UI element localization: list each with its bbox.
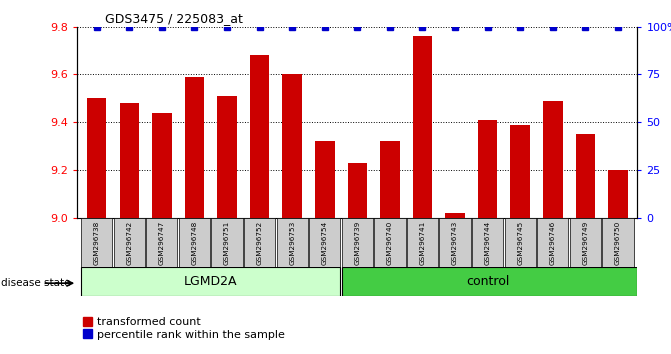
Text: GDS3475 / 225083_at: GDS3475 / 225083_at <box>105 12 243 25</box>
Text: GSM296743: GSM296743 <box>452 220 458 265</box>
Text: GSM296750: GSM296750 <box>615 220 621 265</box>
Text: LGMD2A: LGMD2A <box>184 275 238 288</box>
Text: GSM296742: GSM296742 <box>126 220 132 265</box>
Bar <box>348 163 367 218</box>
FancyBboxPatch shape <box>505 218 536 267</box>
Bar <box>119 103 139 218</box>
Text: GSM296741: GSM296741 <box>419 220 425 265</box>
FancyBboxPatch shape <box>211 218 243 267</box>
Bar <box>152 113 172 218</box>
Text: disease state: disease state <box>1 278 71 288</box>
Bar <box>413 36 432 218</box>
Bar <box>217 96 237 218</box>
FancyBboxPatch shape <box>81 218 112 267</box>
Text: GSM296748: GSM296748 <box>191 220 197 265</box>
FancyBboxPatch shape <box>244 218 275 267</box>
Text: GSM296747: GSM296747 <box>159 220 165 265</box>
Text: GSM296744: GSM296744 <box>484 220 491 265</box>
Text: GSM296746: GSM296746 <box>550 220 556 265</box>
Text: GSM296749: GSM296749 <box>582 220 588 265</box>
Text: GSM296740: GSM296740 <box>387 220 393 265</box>
FancyBboxPatch shape <box>276 218 308 267</box>
Bar <box>282 74 302 218</box>
Bar <box>446 213 465 218</box>
Text: GSM296751: GSM296751 <box>224 220 230 265</box>
Text: GSM296753: GSM296753 <box>289 220 295 265</box>
Text: GSM296745: GSM296745 <box>517 220 523 265</box>
Bar <box>185 77 204 218</box>
FancyBboxPatch shape <box>342 267 637 296</box>
Bar <box>478 120 497 218</box>
Bar <box>511 125 530 218</box>
Text: GSM296738: GSM296738 <box>94 220 100 265</box>
Text: GSM296754: GSM296754 <box>321 220 327 265</box>
Bar <box>380 141 400 218</box>
FancyBboxPatch shape <box>603 218 633 267</box>
Text: control: control <box>466 275 509 288</box>
FancyBboxPatch shape <box>537 218 568 267</box>
Bar <box>315 141 335 218</box>
Bar <box>250 55 269 218</box>
FancyBboxPatch shape <box>342 218 373 267</box>
FancyBboxPatch shape <box>407 218 438 267</box>
FancyBboxPatch shape <box>374 218 405 267</box>
FancyBboxPatch shape <box>178 218 210 267</box>
FancyBboxPatch shape <box>81 267 340 296</box>
FancyBboxPatch shape <box>309 218 340 267</box>
FancyBboxPatch shape <box>146 218 178 267</box>
Bar <box>543 101 562 218</box>
Bar <box>576 134 595 218</box>
Legend: transformed count, percentile rank within the sample: transformed count, percentile rank withi… <box>83 317 285 339</box>
FancyBboxPatch shape <box>472 218 503 267</box>
Bar <box>608 170 627 218</box>
Bar <box>87 98 107 218</box>
FancyBboxPatch shape <box>570 218 601 267</box>
Text: GSM296752: GSM296752 <box>256 220 262 265</box>
FancyBboxPatch shape <box>113 218 145 267</box>
FancyBboxPatch shape <box>440 218 470 267</box>
Text: GSM296739: GSM296739 <box>354 220 360 265</box>
